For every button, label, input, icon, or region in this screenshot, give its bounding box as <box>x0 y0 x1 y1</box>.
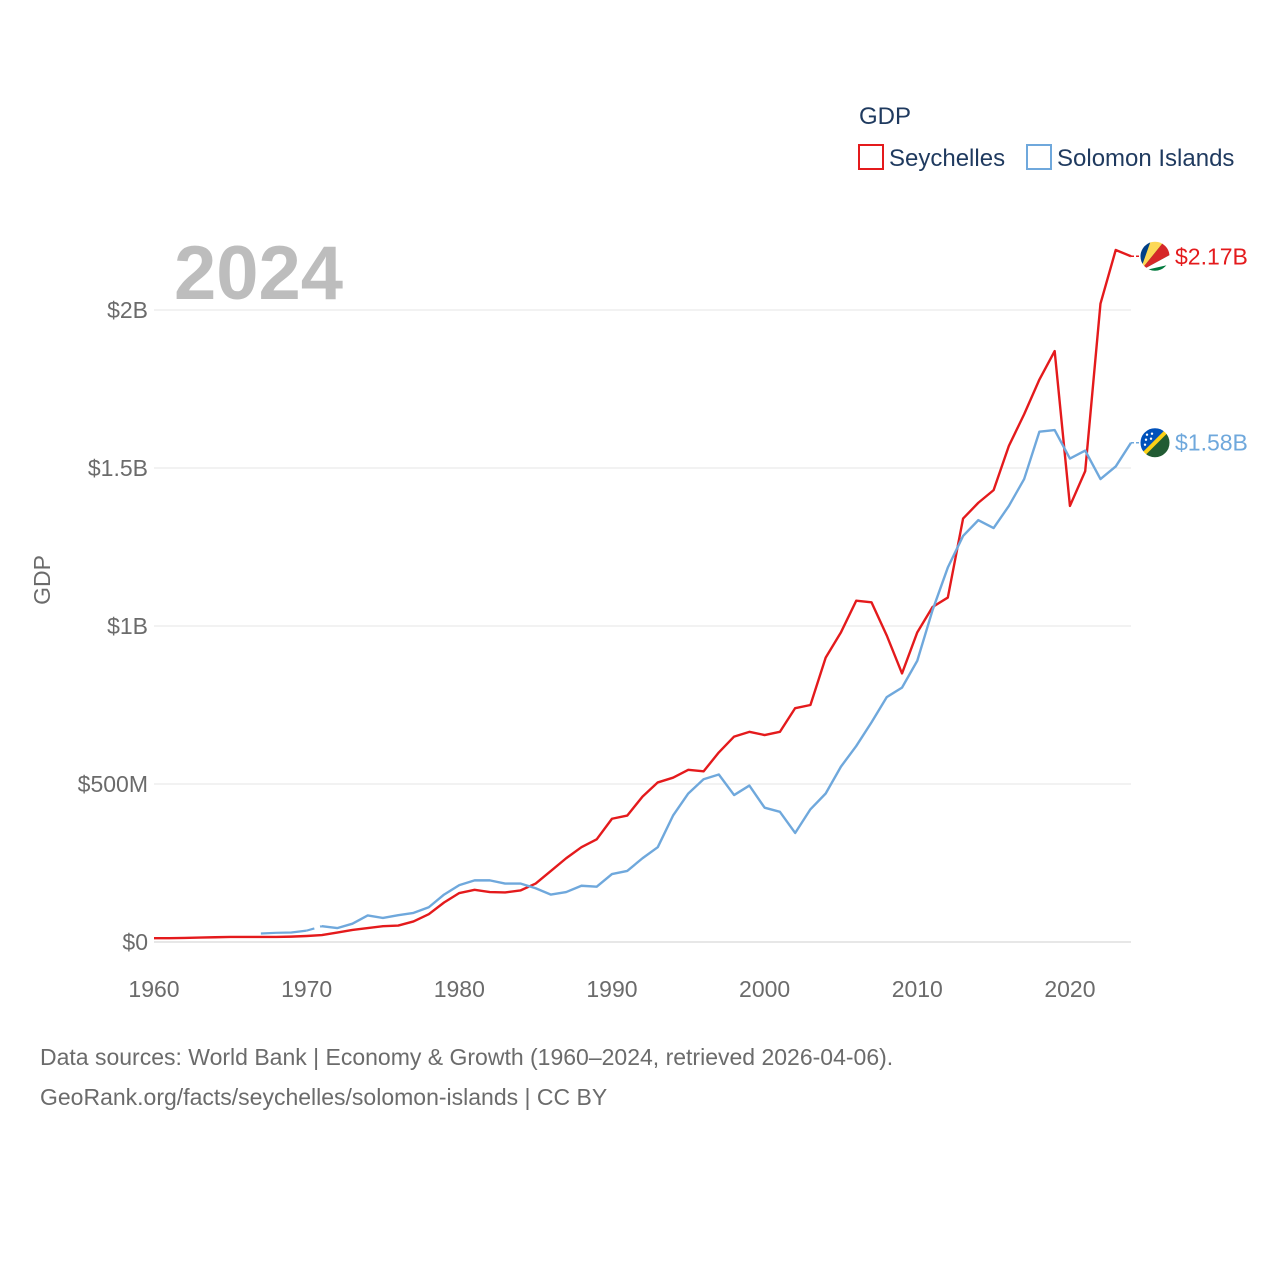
legend-swatch-seychelles <box>858 144 884 170</box>
x-tick-label: 1980 <box>434 976 485 1002</box>
y-tick-label: $1B <box>107 613 148 639</box>
legend-swatch-solomon-islands <box>1026 144 1052 170</box>
gridlines <box>154 309 1131 943</box>
x-tick-label: 1960 <box>128 976 179 1002</box>
legend-title: GDP <box>859 103 911 130</box>
y-axis-ticks: $0 $500M $1B $1.5B $2B <box>78 297 148 955</box>
y-axis-title: GDP <box>29 555 55 605</box>
seychelles-flag-icon <box>1139 240 1171 272</box>
footer-attribution[interactable]: GeoRank.org/facts/seychelles/solomon-isl… <box>40 1084 608 1110</box>
footer-sources: Data sources: World Bank | Economy & Gro… <box>40 1044 894 1070</box>
y-tick-label: $0 <box>122 929 148 955</box>
legend-label-solomon-islands: Solomon Islands <box>1057 145 1234 172</box>
series-gap-solomon-islands <box>306 925 323 932</box>
end-label-solomon-islands: $1.58B <box>1175 430 1248 456</box>
end-label-seychelles: $2.17B <box>1175 243 1248 269</box>
x-tick-label: 2000 <box>739 976 790 1002</box>
x-tick-label: 2010 <box>892 976 943 1002</box>
legend[interactable]: GDP Seychelles Solomon Islands <box>858 103 1234 172</box>
x-tick-label: 2020 <box>1044 976 1095 1002</box>
legend-item-solomon-islands[interactable]: Solomon Islands <box>1026 144 1234 172</box>
x-tick-label: 1970 <box>281 976 332 1002</box>
x-axis-ticks: 1960 1970 1980 1990 2000 2010 2020 <box>128 976 1095 1002</box>
series-line-solomon-islands[interactable] <box>321 428 1133 930</box>
series-line-seychelles[interactable] <box>154 248 1132 940</box>
legend-item-seychelles[interactable]: Seychelles <box>858 144 1005 172</box>
legend-label-seychelles: Seychelles <box>889 145 1005 172</box>
x-tick-label: 1990 <box>586 976 637 1002</box>
y-tick-label: $1.5B <box>88 455 148 481</box>
series-end-markers: $2.17B $1.58B <box>1131 240 1248 459</box>
y-tick-label: $500M <box>78 771 148 797</box>
series-line-solomon-islands-early[interactable] <box>260 929 307 935</box>
solomon-islands-flag-icon <box>1139 427 1171 459</box>
series-lines <box>154 248 1133 940</box>
y-tick-label: $2B <box>107 297 148 323</box>
year-label: 2024 <box>174 231 343 316</box>
gdp-line-chart: $0 $500M $1B $1.5B $2B 1960 1970 1980 1990 2000 2… <box>29 103 1248 1002</box>
